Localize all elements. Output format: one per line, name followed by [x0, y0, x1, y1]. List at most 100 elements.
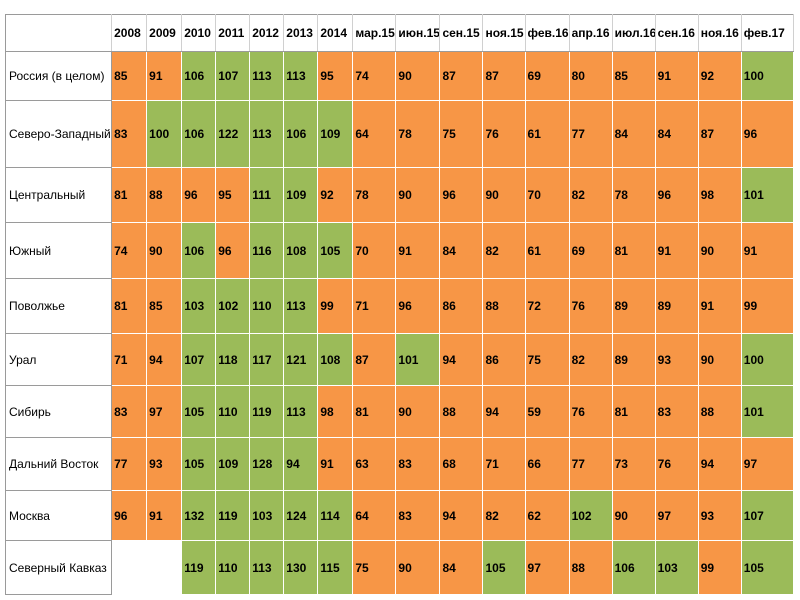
value-cell: 93 — [654, 333, 699, 386]
value-cell: 74 — [352, 51, 397, 101]
value-cell: 100 — [740, 51, 795, 101]
value-cell: 100 — [146, 100, 183, 168]
value-cell: 77 — [568, 437, 613, 491]
value-cell: 91 — [146, 51, 183, 101]
value-cell: 77 — [111, 437, 148, 491]
value-cell: 59 — [524, 385, 570, 438]
value-cell: 94 — [482, 385, 526, 438]
value-cell: 89 — [611, 278, 656, 334]
value-cell: 82 — [482, 222, 526, 279]
column-header: 2014 — [317, 14, 354, 52]
value-cell: 86 — [439, 278, 484, 334]
value-cell: 110 — [249, 278, 285, 334]
value-cell: 99 — [697, 540, 742, 595]
value-cell: 61 — [524, 100, 570, 168]
value-cell: 70 — [524, 167, 570, 223]
value-cell: 64 — [352, 100, 397, 168]
value-cell: 116 — [249, 222, 285, 279]
value-cell: 97 — [740, 437, 795, 491]
value-cell: 94 — [146, 333, 183, 386]
value-cell: 97 — [654, 490, 699, 541]
value-cell: 132 — [181, 490, 217, 541]
value-cell: 102 — [215, 278, 251, 334]
value-cell: 105 — [317, 222, 354, 279]
column-header: 2008 — [111, 14, 148, 52]
column-header: 2012 — [249, 14, 285, 52]
value-cell: 98 — [317, 385, 354, 438]
value-cell: 83 — [395, 437, 441, 491]
value-cell: 90 — [611, 490, 656, 541]
value-cell: 95 — [317, 51, 354, 101]
column-header: мар.15 — [352, 14, 397, 52]
value-cell: 62 — [524, 490, 570, 541]
value-cell: 71 — [111, 333, 148, 386]
value-cell: 99 — [317, 278, 354, 334]
value-cell: 108 — [317, 333, 354, 386]
column-header: июн.15 — [395, 14, 441, 52]
column-header: фев.16 — [524, 14, 570, 52]
value-cell: 91 — [395, 222, 441, 279]
value-cell: 87 — [697, 100, 742, 168]
value-cell: 118 — [215, 333, 251, 386]
value-cell: 109 — [215, 437, 251, 491]
column-header: 2010 — [181, 14, 217, 52]
value-cell: 106 — [181, 100, 217, 168]
value-cell: 85 — [111, 51, 148, 101]
value-cell: 88 — [146, 167, 183, 223]
value-cell — [111, 540, 148, 595]
value-cell: 69 — [524, 51, 570, 101]
value-cell: 89 — [654, 278, 699, 334]
value-cell: 83 — [395, 490, 441, 541]
value-cell: 105 — [740, 540, 795, 595]
value-cell: 81 — [111, 278, 148, 334]
value-cell: 96 — [740, 100, 795, 168]
table-row: Южный 74 90 106 96 116 108 105 70 91 84 82 61 69 81 91 9… — [4, 222, 795, 279]
value-cell: 119 — [181, 540, 217, 595]
value-cell: 90 — [482, 167, 526, 223]
value-cell: 76 — [568, 385, 613, 438]
value-cell: 101 — [740, 167, 795, 223]
value-cell: 103 — [181, 278, 217, 334]
value-cell: 76 — [568, 278, 613, 334]
value-cell: 66 — [524, 437, 570, 491]
value-cell: 122 — [215, 100, 251, 168]
value-cell: 93 — [697, 490, 742, 541]
value-cell: 81 — [611, 222, 656, 279]
value-cell: 96 — [654, 167, 699, 223]
region-cell: Поволжье — [4, 278, 113, 334]
value-cell: 84 — [439, 222, 484, 279]
value-cell: 75 — [352, 540, 397, 595]
region-cell: Урал — [4, 333, 113, 386]
value-cell: 78 — [395, 100, 441, 168]
region-cell: Южный — [4, 222, 113, 279]
index-table: 2008 2009 2010 2011 2012 2013 2014 мар.15 июн.15… — [4, 14, 795, 595]
value-cell: 121 — [283, 333, 319, 386]
value-cell: 113 — [249, 100, 285, 168]
value-cell: 91 — [654, 51, 699, 101]
value-cell: 70 — [352, 222, 397, 279]
table-row: Северо-Западный 83 100 106 122 113 106 109 64 78 7… — [4, 100, 795, 168]
value-cell: 91 — [317, 437, 354, 491]
value-cell: 80 — [568, 51, 613, 101]
value-cell: 90 — [395, 385, 441, 438]
corner-cell — [4, 14, 113, 52]
value-cell: 84 — [439, 540, 484, 595]
value-cell: 90 — [146, 222, 183, 279]
value-cell: 90 — [395, 167, 441, 223]
value-cell: 90 — [697, 222, 742, 279]
value-cell: 82 — [568, 333, 613, 386]
value-cell: 91 — [697, 278, 742, 334]
value-cell: 103 — [249, 490, 285, 541]
value-cell: 97 — [524, 540, 570, 595]
region-cell: Северо-Западный — [4, 100, 113, 168]
value-cell: 88 — [568, 540, 613, 595]
value-cell: 85 — [146, 278, 183, 334]
value-cell: 90 — [395, 540, 441, 595]
column-header: июл.16 — [611, 14, 656, 52]
value-cell: 82 — [568, 167, 613, 223]
value-cell: 113 — [283, 51, 319, 101]
value-cell: 102 — [568, 490, 613, 541]
value-cell: 107 — [181, 333, 217, 386]
value-cell: 90 — [697, 333, 742, 386]
value-cell: 107 — [215, 51, 251, 101]
